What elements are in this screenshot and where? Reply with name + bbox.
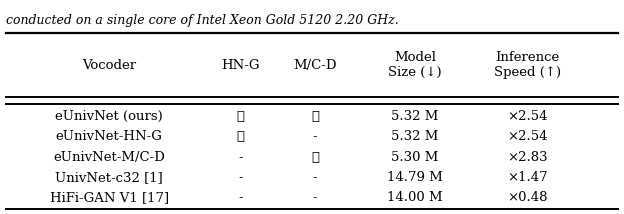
Text: conducted on a single core of Intel Xeon Gold 5120 2.20 GHz.: conducted on a single core of Intel Xeon… <box>6 14 399 27</box>
Text: ×0.48: ×0.48 <box>507 192 547 204</box>
Text: 14.00 M: 14.00 M <box>387 192 443 204</box>
Text: Vocoder: Vocoder <box>82 59 136 72</box>
Text: eUnivNet (ours): eUnivNet (ours) <box>56 110 163 123</box>
Text: -: - <box>238 171 243 184</box>
Text: 5.30 M: 5.30 M <box>391 151 439 164</box>
Text: M/C-D: M/C-D <box>293 59 337 72</box>
Text: -: - <box>238 192 243 204</box>
Text: ×2.83: ×2.83 <box>507 151 548 164</box>
Text: ✓: ✓ <box>236 131 244 143</box>
Text: -: - <box>313 192 318 204</box>
Text: ×2.54: ×2.54 <box>507 110 547 123</box>
Text: HN-G: HN-G <box>221 59 260 72</box>
Text: -: - <box>313 171 318 184</box>
Text: HiFi-GAN V1 [17]: HiFi-GAN V1 [17] <box>50 192 168 204</box>
Text: Inference
Speed (↑): Inference Speed (↑) <box>494 51 561 79</box>
Text: Model
Size (↓): Model Size (↓) <box>388 51 442 79</box>
Text: -: - <box>238 151 243 164</box>
Text: ✓: ✓ <box>311 110 319 123</box>
Text: ×1.47: ×1.47 <box>507 171 548 184</box>
Text: 5.32 M: 5.32 M <box>391 131 439 143</box>
Text: 14.79 M: 14.79 M <box>387 171 443 184</box>
Text: ✓: ✓ <box>311 151 319 164</box>
Text: UnivNet-c32 [1]: UnivNet-c32 [1] <box>56 171 163 184</box>
Text: eUnivNet-HN-G: eUnivNet-HN-G <box>56 131 163 143</box>
Text: ×2.54: ×2.54 <box>507 131 547 143</box>
Text: ✓: ✓ <box>236 110 244 123</box>
Text: eUnivNet-M/C-D: eUnivNet-M/C-D <box>53 151 165 164</box>
Text: -: - <box>313 131 318 143</box>
Text: 5.32 M: 5.32 M <box>391 110 439 123</box>
